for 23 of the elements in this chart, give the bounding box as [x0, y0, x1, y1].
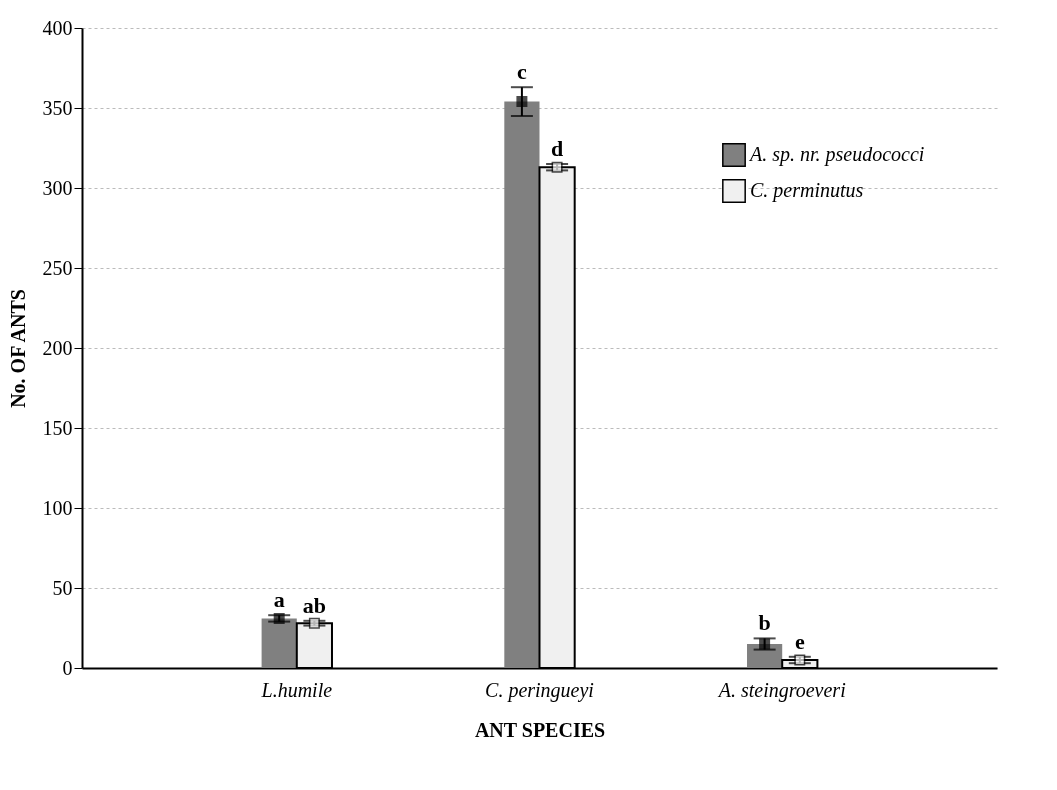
annotation: e — [794, 628, 805, 654]
x-tick-label: A. steingroeveri — [716, 678, 846, 702]
annotation: ab — [302, 592, 327, 618]
annotation: a — [273, 587, 285, 613]
y-tick-label: 200 — [42, 336, 73, 359]
x-axis-title: ANT SPECIES — [474, 718, 606, 741]
legend-label: A. sp. nr. pseudococci — [748, 143, 925, 166]
legend-label: C. perminutus — [750, 179, 864, 202]
y-tick-label: 150 — [42, 416, 73, 439]
bar — [504, 101, 540, 668]
y-tick-label: 300 — [42, 176, 73, 199]
annotation: c — [517, 59, 528, 85]
y-tick-label: 100 — [42, 496, 73, 519]
y-tick-label: 0 — [62, 656, 73, 679]
y-tick-label: 250 — [42, 256, 73, 279]
y-tick-label: 400 — [42, 16, 73, 39]
x-tick-label: L.humile — [260, 678, 333, 701]
annotation: b — [758, 610, 771, 636]
y-tick-label: 50 — [52, 576, 73, 599]
annotation: d — [550, 136, 564, 161]
y-axis-title: No. OF ANTS — [6, 289, 29, 408]
x-tick-label: C. peringueyi — [485, 678, 594, 702]
y-tick-label: 350 — [42, 96, 73, 119]
